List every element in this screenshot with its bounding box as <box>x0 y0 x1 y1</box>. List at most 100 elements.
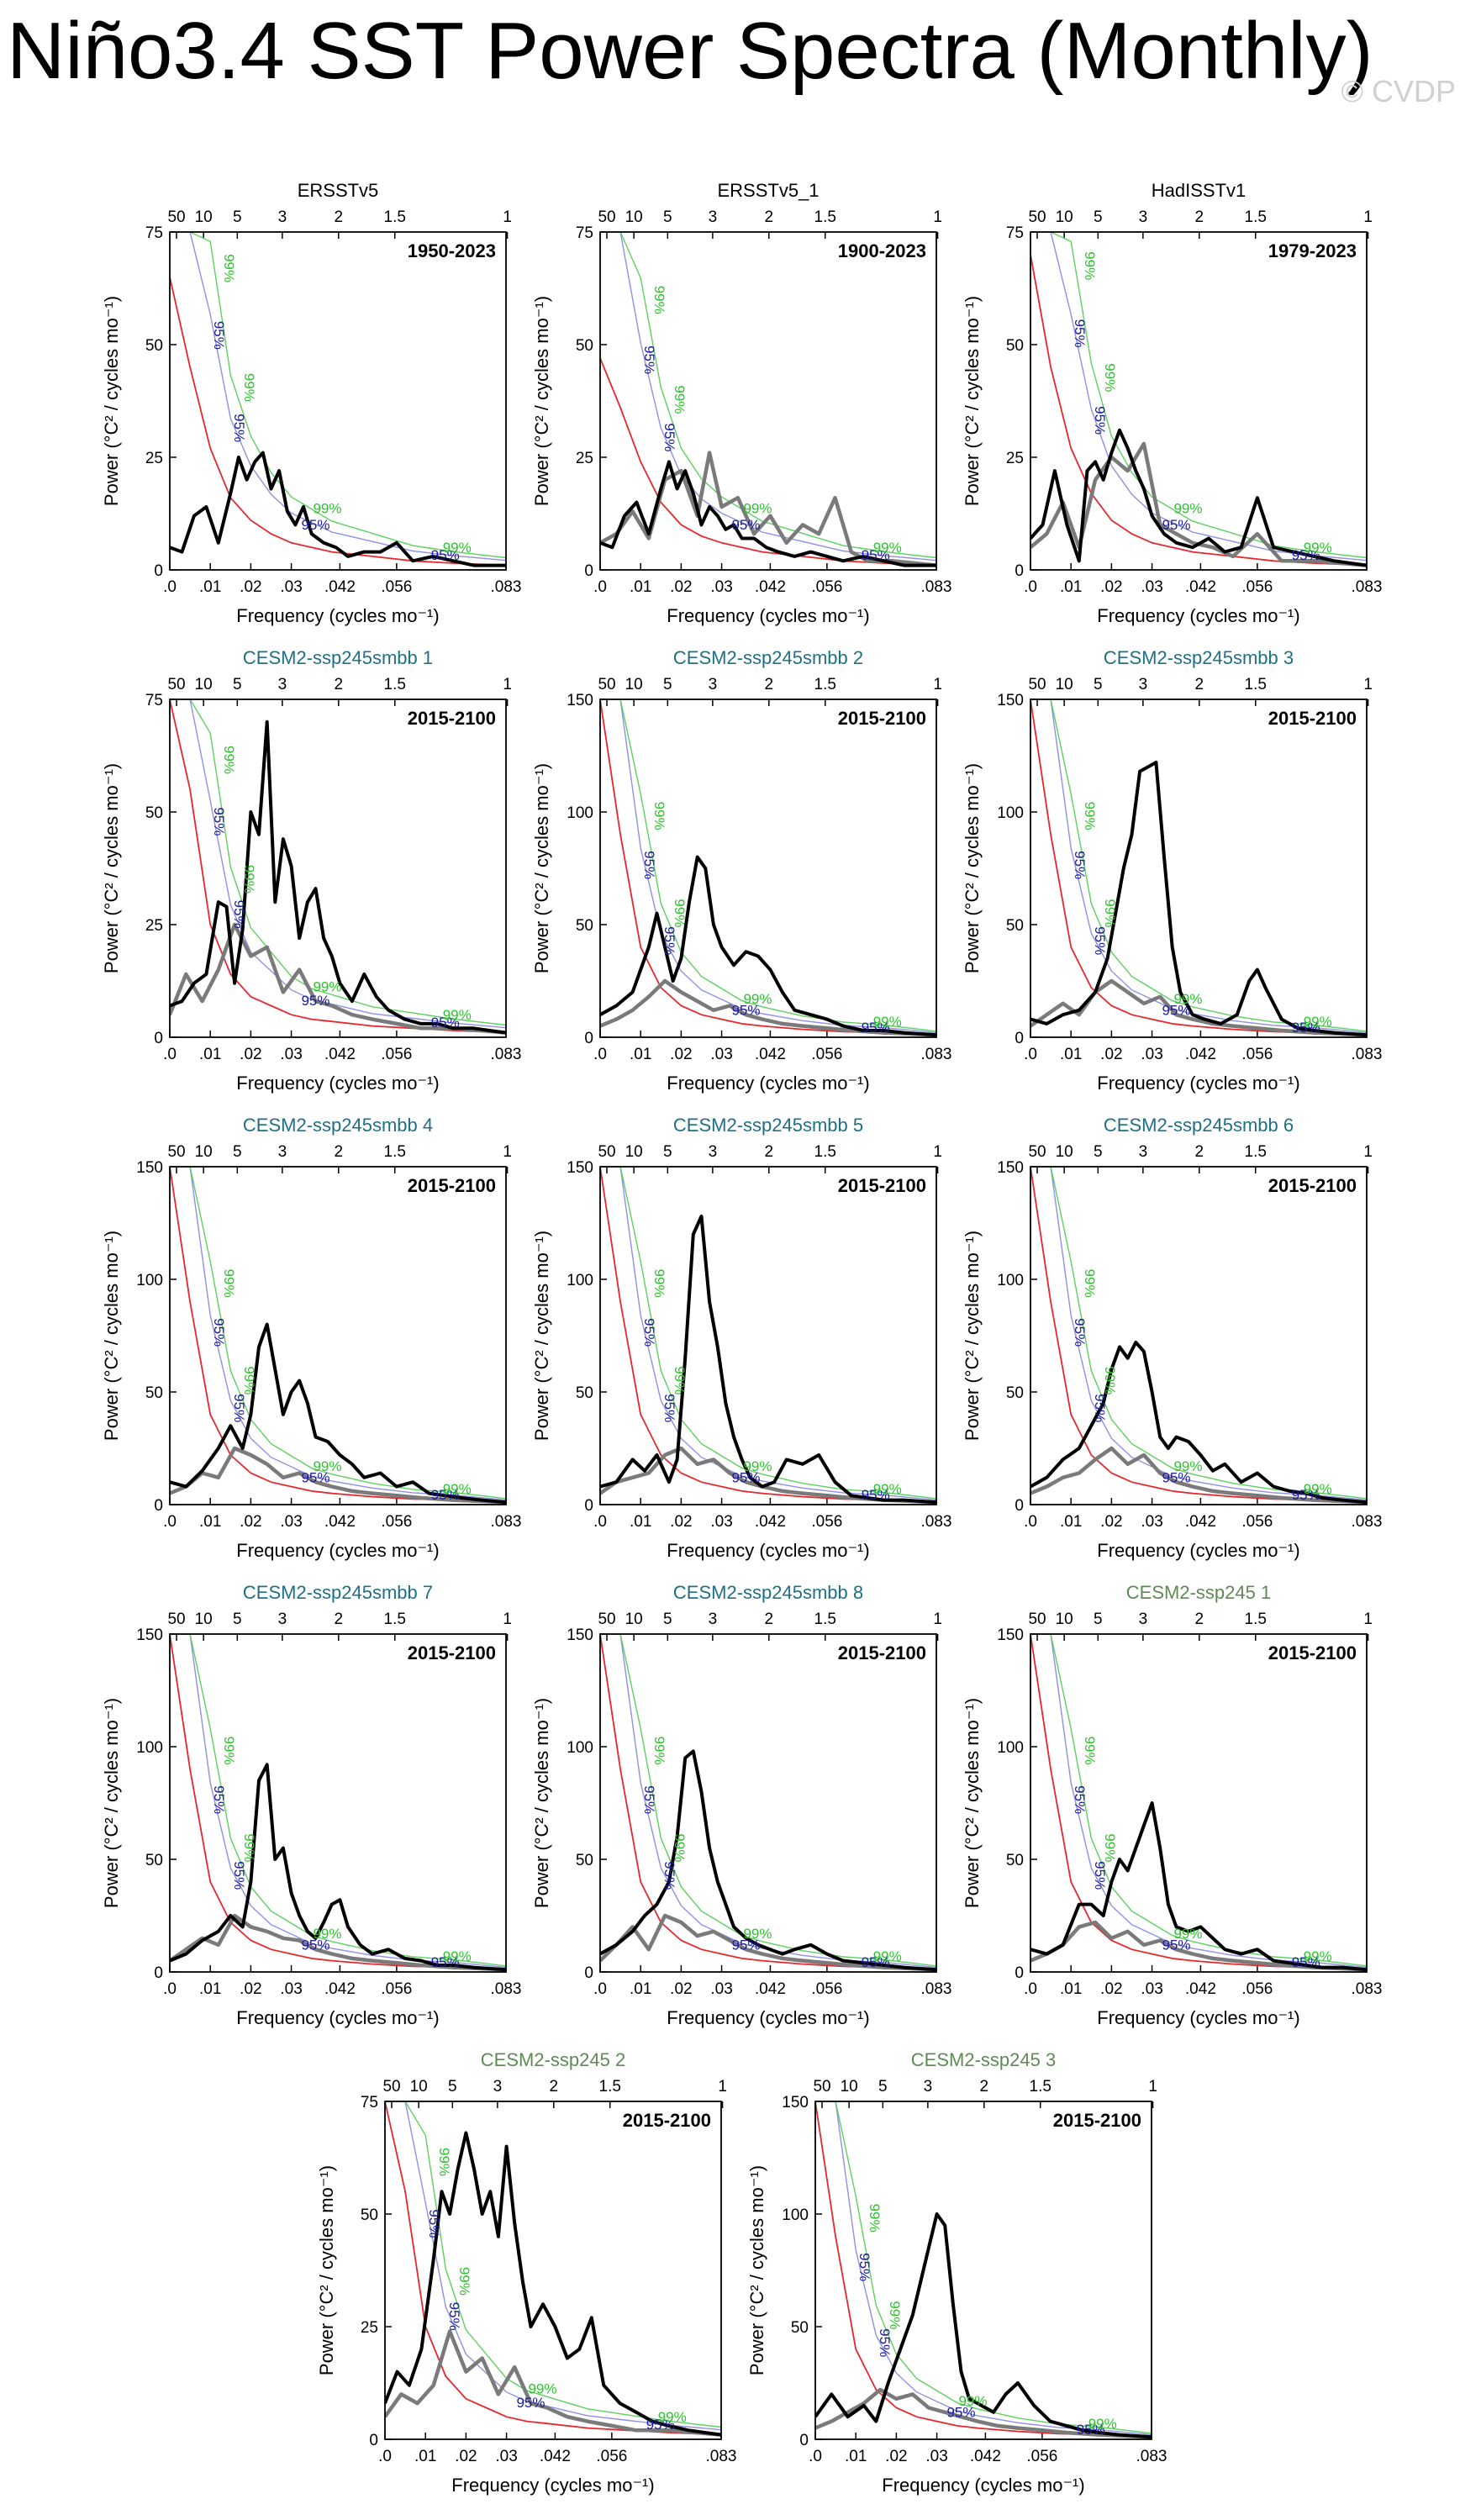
conf-99-label: 99% <box>672 385 688 414</box>
y-tick-label: 25 <box>576 450 593 467</box>
x-tick-label: .03 <box>1141 1046 1162 1063</box>
period-tick-label: 2 <box>1195 208 1204 226</box>
period-tick-label: 1.5 <box>1030 2078 1051 2096</box>
x-tick-label: .01 <box>199 1980 221 1998</box>
conf-99-label: 99% <box>1173 1926 1202 1942</box>
panel-title: HadISSTv1 <box>1152 180 1246 201</box>
confidence-99-line <box>1030 1167 1367 1500</box>
x-tick-label: .02 <box>670 578 692 596</box>
x-tick-label: .02 <box>240 578 261 596</box>
y-tick-label: 50 <box>145 804 163 822</box>
x-tick-label: .02 <box>1100 1980 1122 1998</box>
conf-95-label: 95% <box>231 900 247 929</box>
spectrum-line <box>1030 761 1367 1037</box>
conf-95-label: 95% <box>1162 1469 1190 1485</box>
x-tick-label: .042 <box>324 1980 356 1998</box>
panel-period: 1950-2023 <box>408 240 496 261</box>
conf-95-label: 95% <box>431 1954 460 1970</box>
conf-95-label: 95% <box>301 517 329 533</box>
x-axis-label: Frequency (cycles mo⁻¹) <box>1097 1073 1299 1094</box>
x-tick-label: .083 <box>1136 2448 1167 2465</box>
period-tick-label: 1 <box>503 1611 512 1628</box>
y-tick-label: 100 <box>136 1739 163 1757</box>
x-tick-label: .0 <box>163 578 177 596</box>
spectrum-panel: HadISSTv1 1979-2023 50 10 5 3 2 1.5 1 .0 .01 .02 .03… <box>962 180 1382 626</box>
period-tick-label: 1.5 <box>384 1611 406 1628</box>
conf-99-label: 99% <box>1102 363 1118 392</box>
conf-99-label: 99% <box>743 1458 772 1474</box>
conf-99-label: 99% <box>873 1948 902 1964</box>
period-tick-label: 10 <box>1056 1611 1073 1628</box>
reference-spectrum-line <box>170 1446 506 1505</box>
y-tick-label: 100 <box>782 2206 809 2224</box>
x-tick-label: .0 <box>1024 1980 1037 1998</box>
x-axis-label: Frequency (cycles mo⁻¹) <box>1097 605 1299 626</box>
x-tick-label: .03 <box>280 1046 302 1063</box>
spectrum-line <box>600 460 936 567</box>
x-tick-label: .0 <box>378 2448 392 2465</box>
panel-period: 2015-2100 <box>1268 708 1357 729</box>
conf-99-label: 99% <box>1304 540 1332 556</box>
conf-99-label: 99% <box>1304 1481 1332 1497</box>
period-tick-label: 10 <box>195 1143 213 1161</box>
conf-99-label: 99% <box>1082 1269 1098 1298</box>
conf-95-label: 95% <box>1072 1318 1088 1347</box>
period-tick-label: 5 <box>448 2078 457 2096</box>
plot-frame <box>1030 699 1368 1038</box>
x-tick-label: .0 <box>163 1513 177 1531</box>
conf-99-label: 99% <box>743 991 772 1007</box>
period-tick-label: 50 <box>598 676 615 693</box>
panel-period: 1979-2023 <box>1268 240 1357 261</box>
y-tick-label: 0 <box>584 1964 593 1982</box>
x-tick-label: .02 <box>670 1046 692 1063</box>
period-tick-label: 10 <box>1056 208 1073 226</box>
conf-99-label: 99% <box>1304 1014 1332 1030</box>
y-axis-label: Power (°C² / cycles mo⁻¹) <box>101 1698 122 1908</box>
period-tick-label: 50 <box>598 1611 615 1628</box>
curves <box>600 1634 936 1972</box>
curves <box>170 1634 506 1972</box>
spectrum-panel: CESM2-ssp245smbb 7 2015-2100 50 10 5 3 2 1.5 1 .0… <box>101 1582 521 2028</box>
conf-99-label: 99% <box>241 1833 257 1862</box>
plot-frame <box>1030 231 1368 571</box>
curves <box>600 1167 936 1505</box>
y-tick-label: 100 <box>997 1272 1024 1289</box>
conf-95-label: 95% <box>211 1785 227 1814</box>
conf-95-label: 95% <box>641 1785 657 1814</box>
spectrum-panel: CESM2-ssp245smbb 1 2015-2100 50 10 5 3 2 1.5 1 .0… <box>101 647 521 1094</box>
conf-99-label: 99% <box>1173 991 1202 1007</box>
conf-95-label: 95% <box>661 423 677 451</box>
x-tick-label: .01 <box>630 1513 651 1531</box>
conf-95-label: 95% <box>646 2417 675 2433</box>
conf-99-label: 99% <box>743 1926 772 1942</box>
y-tick-label: 0 <box>1015 1964 1024 1982</box>
x-tick-label: .01 <box>199 1513 221 1531</box>
y-tick-label: 25 <box>145 450 163 467</box>
x-tick-label: .03 <box>710 1980 732 1998</box>
conf-99-label: 99% <box>873 1481 902 1497</box>
y-tick-label: 100 <box>997 1739 1024 1757</box>
y-tick-label: 0 <box>154 1030 163 1047</box>
conf-99-label: 99% <box>1102 1366 1118 1394</box>
x-tick-label: .0 <box>593 1513 607 1531</box>
x-tick-label: .03 <box>280 1513 302 1531</box>
panel-title: CESM2-ssp245 3 <box>911 2049 1056 2070</box>
panel-period: 2015-2100 <box>408 1642 496 1663</box>
x-tick-label: .03 <box>710 578 732 596</box>
curves <box>170 1167 506 1505</box>
x-tick-label: .02 <box>885 2448 907 2465</box>
period-tick-label: 1.5 <box>814 676 836 693</box>
period-tick-label: 1 <box>503 208 512 226</box>
y-tick-label: 150 <box>567 1159 593 1177</box>
conf-95-label: 95% <box>641 851 657 879</box>
x-tick-label: .01 <box>845 2448 867 2465</box>
panel-period: 2015-2100 <box>838 1642 926 1663</box>
x-tick-label: .083 <box>921 578 952 596</box>
y-tick-label: 0 <box>154 1964 163 1982</box>
conf-95-label: 95% <box>877 2328 893 2357</box>
y-axis-label: Power (°C² / cycles mo⁻¹) <box>531 1231 552 1441</box>
spectrum-line <box>1030 428 1367 567</box>
period-tick-label: 3 <box>493 2078 503 2096</box>
panel-period: 2015-2100 <box>838 1175 926 1196</box>
conf-99-label: 99% <box>672 1366 688 1394</box>
